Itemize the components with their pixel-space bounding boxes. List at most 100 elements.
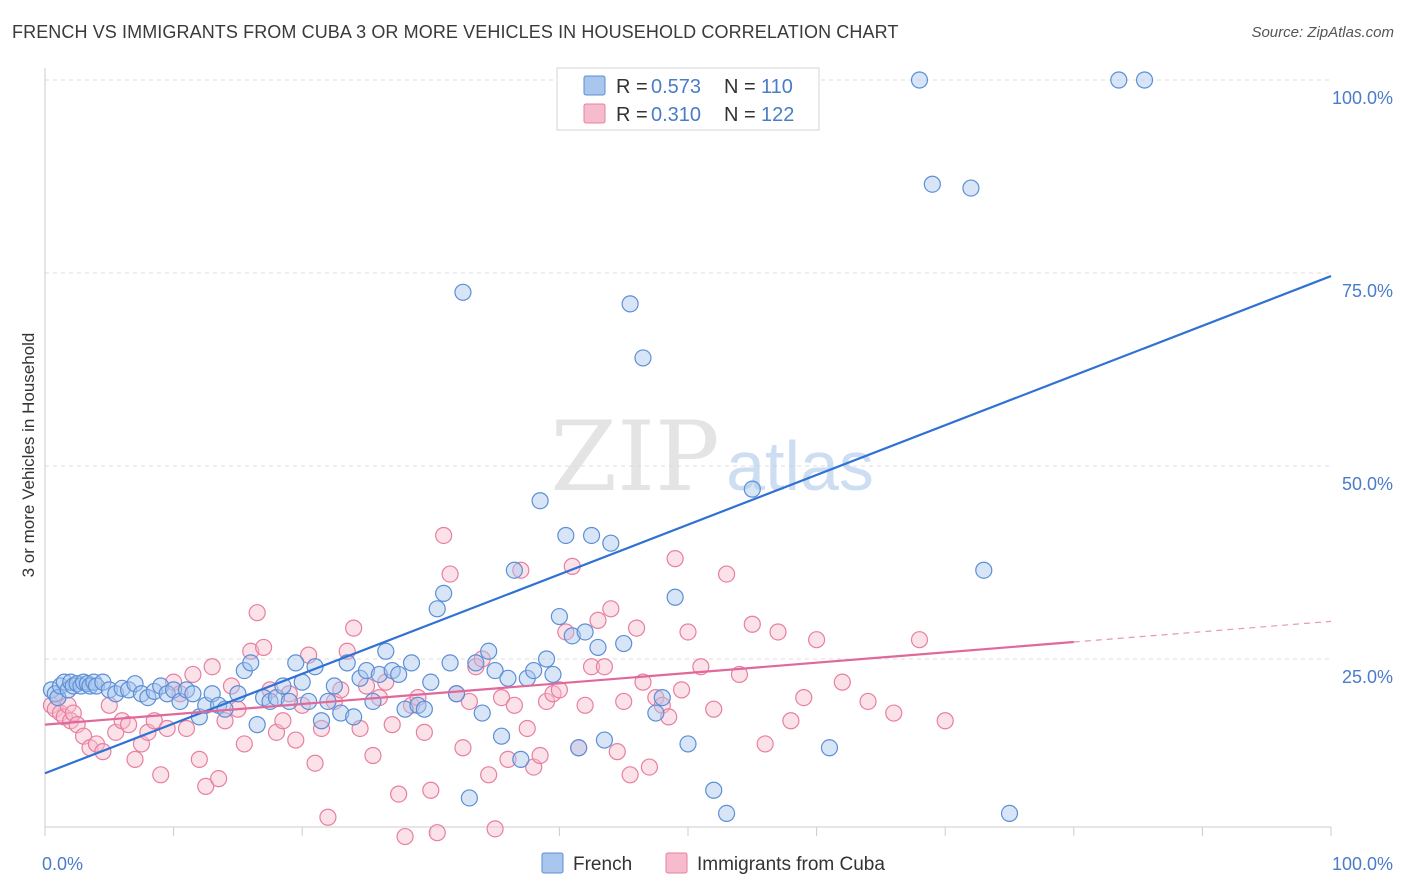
legend-r-value-cuba: 0.310 [651, 104, 701, 126]
french-point [1000, 804, 1019, 823]
watermark-atlas: atlas [726, 427, 874, 505]
french-point [589, 638, 607, 657]
french-point [473, 704, 491, 722]
cuba-point [287, 731, 305, 749]
cuba-point [152, 766, 170, 784]
french-point [1110, 71, 1128, 89]
bottom-legend-label-french: French [573, 854, 632, 875]
cuba-point [184, 665, 202, 684]
y-tick-label: 50.0% [1342, 474, 1393, 494]
stats-legend: R = 0.573 N = 110 R = 0.310 N = 122 [556, 67, 820, 131]
cuba-point [705, 700, 723, 718]
cuba-point [415, 723, 433, 741]
cuba-point [595, 658, 614, 676]
cuba-point [454, 739, 472, 757]
french-point [390, 665, 408, 684]
legend-r-label-cuba: R = [616, 104, 648, 126]
french-point [242, 654, 260, 672]
legend-r-value-french: 0.573 [651, 76, 701, 98]
cuba-point [492, 688, 511, 707]
cuba-point [428, 824, 446, 842]
french-point [428, 600, 446, 618]
cuba-point [255, 638, 273, 657]
french-point [422, 673, 440, 691]
cuba-point [396, 827, 414, 846]
cuba-point [859, 692, 877, 711]
french-point [705, 781, 723, 799]
cuba-point [126, 750, 144, 768]
tick-labels: 25.0% 50.0% 75.0% 100.0% 0.0% 100.0% [42, 88, 1393, 874]
cuba-point [730, 665, 749, 684]
cuba-point [679, 623, 697, 641]
french-trend-line [44, 275, 1332, 775]
cuba-point [936, 712, 954, 730]
cuba-point [203, 658, 221, 676]
chart-source: Source: ZipAtlas.com [1251, 24, 1394, 41]
french-point [923, 175, 941, 193]
bottom-legend-label-cuba: Immigrants from Cuba [697, 854, 885, 875]
cuba-point [672, 681, 691, 699]
french-point [576, 623, 594, 641]
cuba-point [602, 600, 620, 618]
y-tick-label: 75.0% [1342, 281, 1393, 301]
legend-r-label-french: R = [616, 76, 648, 98]
french-point [962, 179, 980, 197]
cuba-point [486, 820, 504, 838]
french-point [1135, 71, 1154, 89]
cuba-point [119, 716, 138, 734]
cuba-point [833, 673, 851, 691]
french-point [480, 642, 498, 660]
french-point [248, 716, 266, 734]
cuba-point [390, 785, 408, 803]
cuba-point [306, 754, 324, 772]
cuba-point [499, 750, 517, 768]
french-point [280, 692, 298, 711]
french-point [621, 295, 639, 313]
cuba-point [910, 631, 929, 649]
french-point [910, 71, 929, 89]
cuba-point [807, 631, 826, 649]
legend-swatch-french [583, 75, 606, 96]
french-point [570, 739, 588, 757]
cuba-point [576, 696, 594, 714]
french-point [460, 789, 478, 807]
cuba-point [197, 777, 215, 795]
cuba-point [608, 743, 626, 761]
cuba-point [319, 808, 337, 826]
legend-n-label-french: N = [724, 76, 756, 98]
cuba-point [435, 526, 453, 545]
french-point [441, 654, 459, 672]
french-point [975, 561, 993, 579]
cuba-point [627, 619, 646, 637]
french-point [287, 654, 305, 672]
x-tick-label: 100.0% [1332, 854, 1393, 874]
cuba-point [480, 766, 498, 784]
cuba-point [345, 619, 363, 637]
x-tick-label: 0.0% [42, 854, 83, 874]
french-point [126, 675, 144, 693]
y-tick-label: 100.0% [1332, 88, 1393, 108]
french-point [717, 804, 736, 823]
cuba-point [666, 550, 684, 568]
cuba-point [364, 746, 382, 765]
cuba-point [621, 766, 639, 784]
french-point [312, 712, 331, 730]
french-point [499, 669, 517, 687]
cuba-point [795, 688, 813, 707]
cuba-point [383, 716, 401, 734]
legend-n-value-cuba: 122 [761, 104, 794, 126]
french-point [486, 661, 504, 680]
cuba-point [743, 615, 761, 633]
french-point [512, 750, 530, 768]
french-point [396, 700, 414, 718]
french-point [505, 561, 523, 579]
french-point [435, 584, 453, 602]
french-point [563, 627, 581, 645]
cuba-point [769, 623, 787, 641]
cuba-point [518, 719, 536, 738]
french-point [370, 665, 388, 684]
french-point [377, 642, 395, 660]
cuba-point [235, 735, 253, 753]
french-point [537, 650, 556, 668]
